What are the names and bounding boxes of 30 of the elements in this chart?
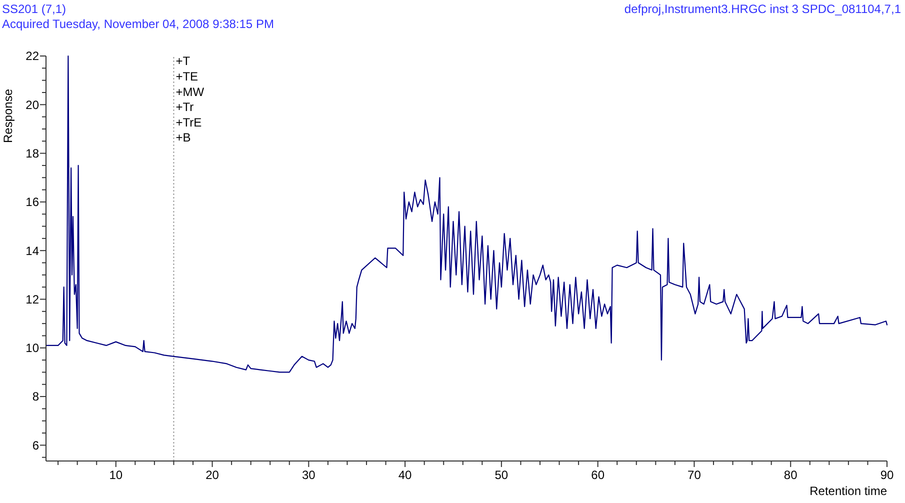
annotation: +Tr bbox=[176, 100, 194, 114]
x-tick-label: 90 bbox=[880, 468, 894, 482]
annotation: +TrE bbox=[176, 115, 202, 130]
y-tick-label: 14 bbox=[26, 244, 40, 258]
annotation: +B bbox=[176, 130, 191, 145]
x-axis-title: Retention time bbox=[810, 484, 888, 498]
y-tick-label: 18 bbox=[26, 146, 40, 160]
chart-subtitle: Acquired Tuesday, November 04, 2008 9:38:15 PM bbox=[2, 17, 274, 31]
x-tick-label: 20 bbox=[206, 468, 220, 482]
y-tick-label: 10 bbox=[26, 341, 40, 356]
y-axis-title: Response bbox=[1, 88, 15, 144]
y-tick-label: 8 bbox=[32, 390, 40, 404]
annotation: +TE bbox=[176, 70, 198, 84]
y-tick-label: 6 bbox=[32, 438, 40, 452]
x-tick-label: 10 bbox=[109, 468, 123, 482]
annotation: +MW bbox=[176, 84, 205, 99]
x-tick-label: 80 bbox=[784, 468, 798, 482]
x-tick-label: 50 bbox=[494, 468, 508, 482]
x-tick-label: 60 bbox=[591, 468, 605, 482]
y-tick-label: 22 bbox=[26, 49, 40, 64]
y-tick-label: 12 bbox=[26, 292, 40, 306]
x-tick-label: 30 bbox=[302, 468, 316, 482]
chart-title: SS201 (7,1) bbox=[2, 2, 66, 16]
x-tick-label: 70 bbox=[688, 468, 702, 482]
line-series bbox=[46, 55, 888, 373]
annotation: +T bbox=[176, 54, 191, 68]
x-tick-label: 40 bbox=[398, 468, 412, 482]
y-tick-label: 20 bbox=[26, 98, 40, 112]
text: defproj,Instrument3.HRGC inst 3 SPDC_081104,7,1 bbox=[624, 2, 902, 16]
y-tick-label: 16 bbox=[26, 195, 40, 210]
